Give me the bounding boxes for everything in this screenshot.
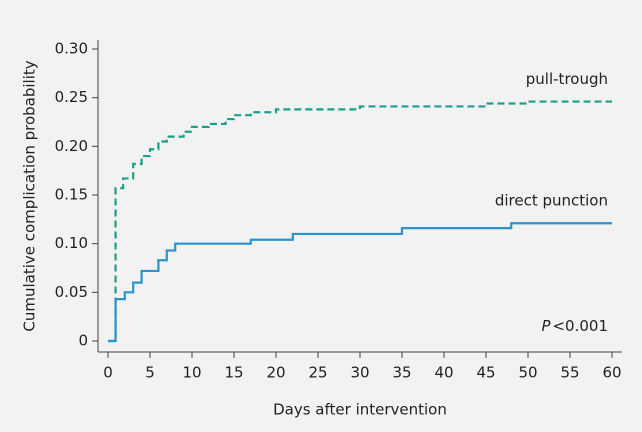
- x-tick-label: 35: [392, 364, 411, 382]
- x-tick-label: 0: [103, 364, 113, 382]
- y-tick-label: 0.15: [55, 186, 88, 204]
- series-label: direct punction: [495, 192, 608, 210]
- x-tick-label: 40: [434, 364, 453, 382]
- step-line: [108, 222, 612, 343]
- p-symbol: P: [541, 317, 551, 335]
- p-value: P <0.001: [541, 317, 608, 335]
- y-tick-label: 0.10: [55, 234, 88, 252]
- x-axis-label: Days after intervention: [273, 401, 447, 419]
- y-tick-label: 0.05: [55, 283, 88, 301]
- p-text: <0.001: [552, 317, 608, 335]
- y-axis-label: Cumulative complication probability: [21, 60, 39, 331]
- x-tick-label: 10: [182, 364, 201, 382]
- x-tick-label: 30: [350, 364, 369, 382]
- x-tick-label: 50: [518, 364, 537, 382]
- x-tick-label: 60: [602, 364, 621, 382]
- y-tick-label: 0: [78, 332, 88, 350]
- y-tick-label: 0.20: [55, 137, 88, 155]
- x-tick-label: 20: [266, 364, 285, 382]
- y-tick-label: 0.30: [55, 40, 88, 58]
- step-line: [108, 100, 612, 343]
- y-tick-label: 0.25: [55, 88, 88, 106]
- x-tick-label: 55: [560, 364, 579, 382]
- series-label: pull-trough: [526, 70, 608, 88]
- x-tick-label: 45: [476, 364, 495, 382]
- x-tick-label: 25: [308, 364, 327, 382]
- x-tick-label: 15: [224, 364, 243, 382]
- x-tick-label: 5: [145, 364, 155, 382]
